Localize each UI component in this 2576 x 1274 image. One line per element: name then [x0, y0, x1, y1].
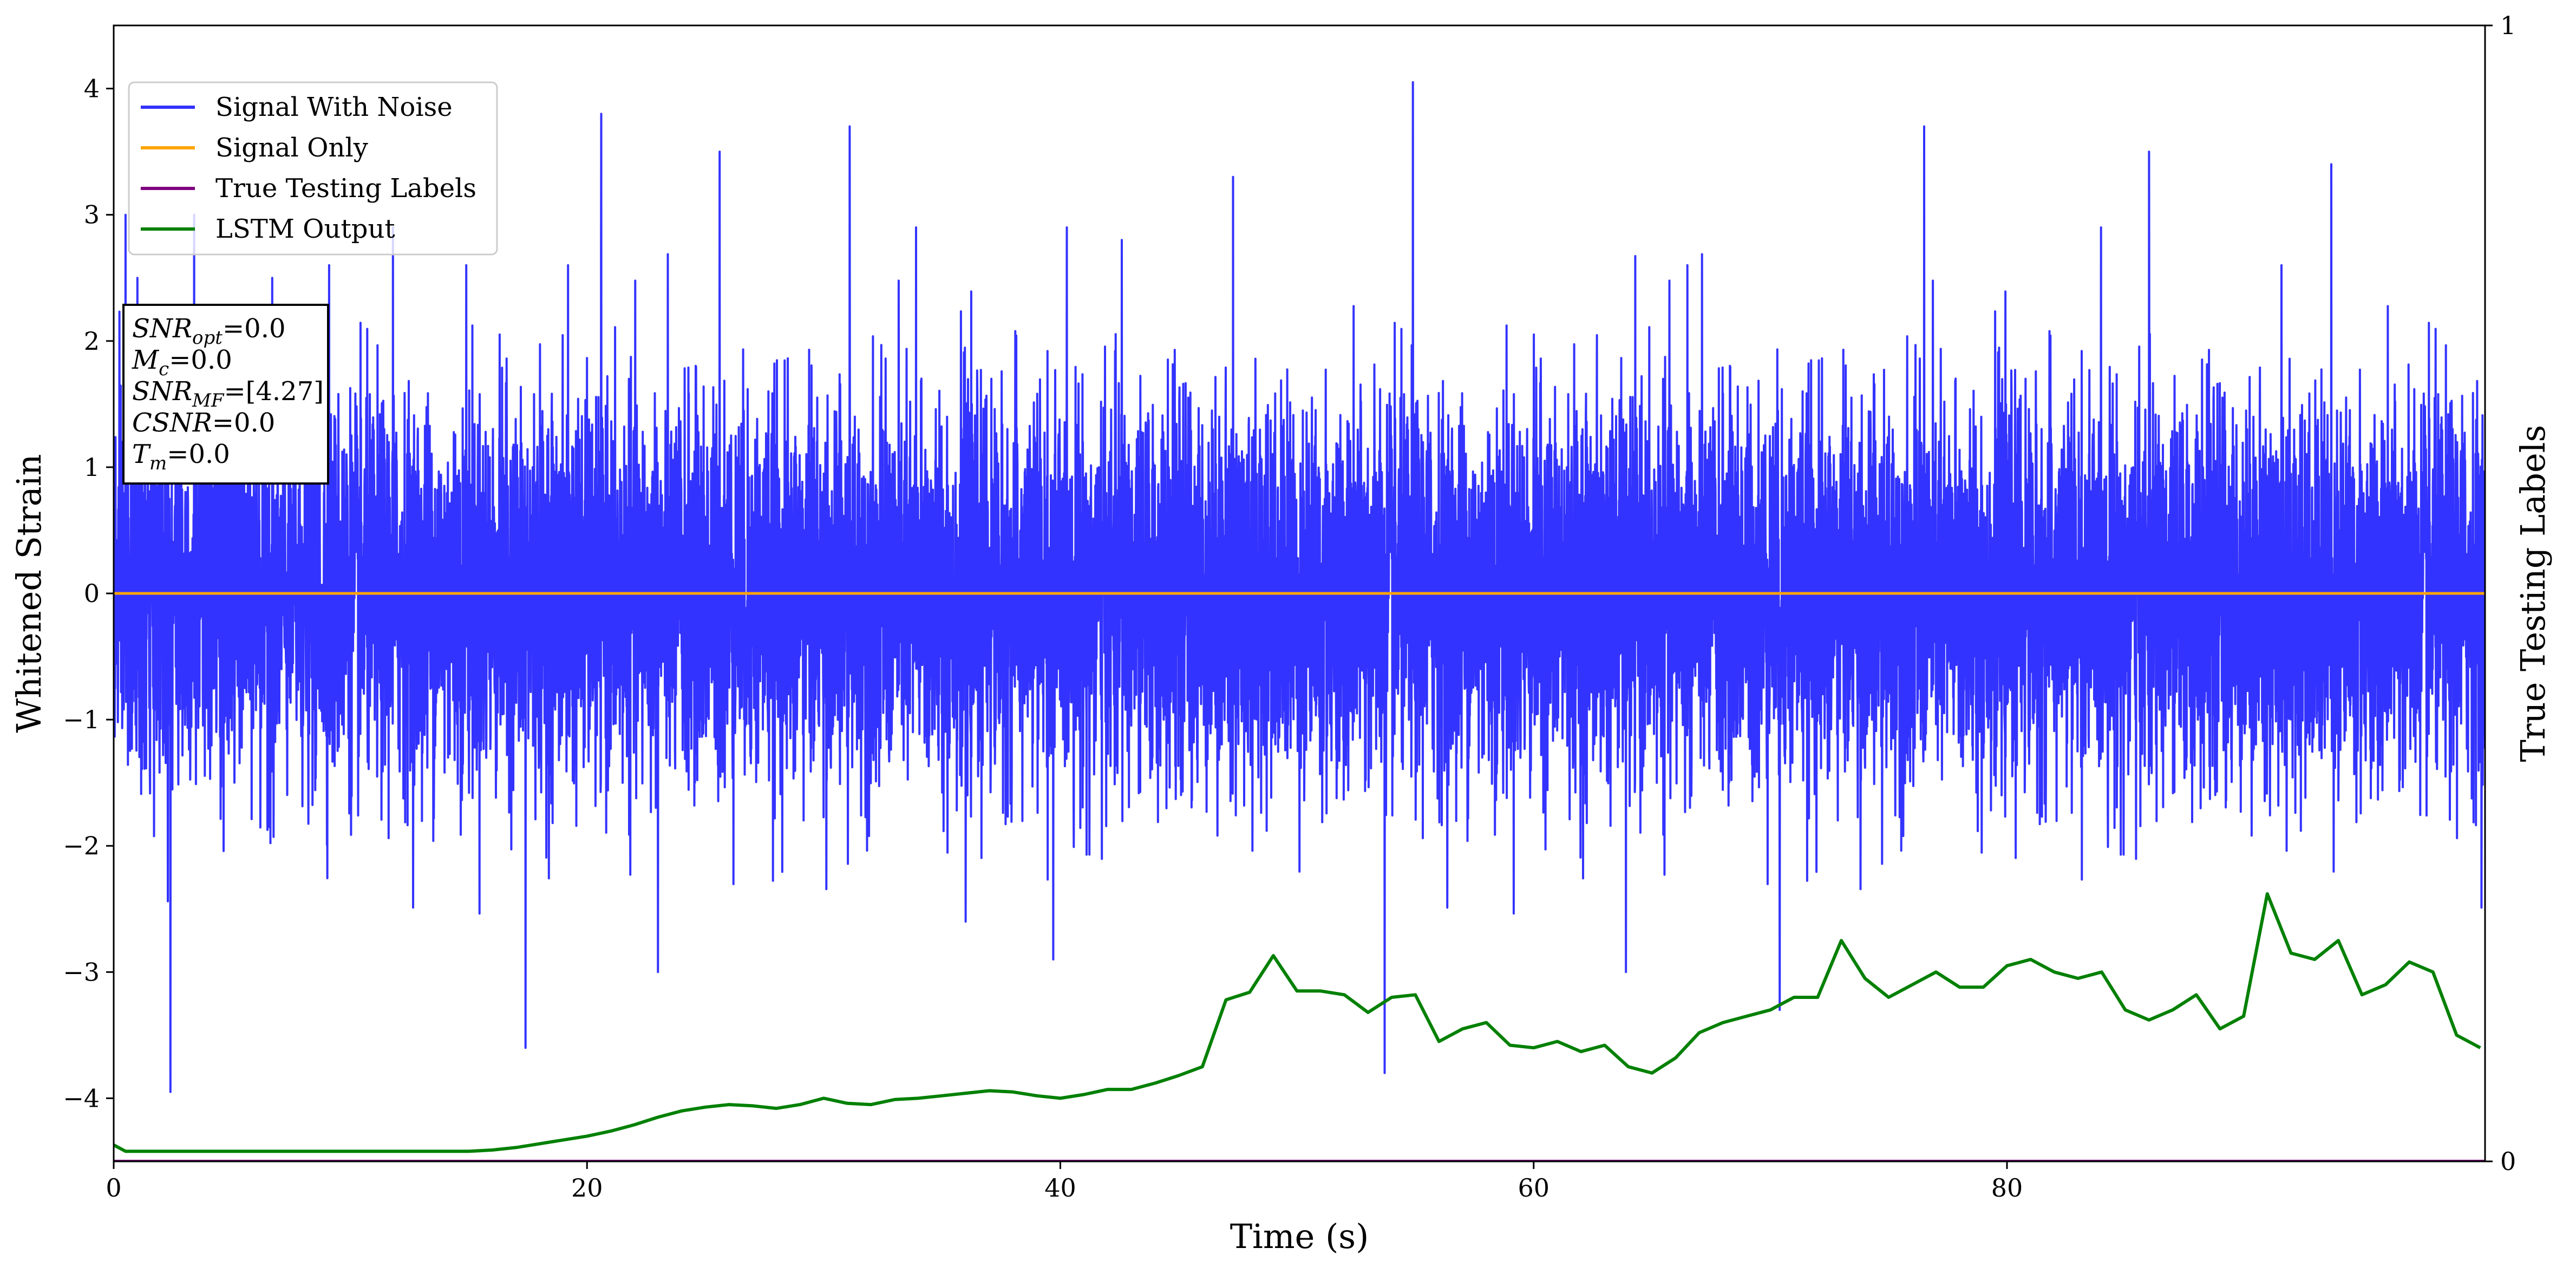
series-layer	[114, 81, 2485, 1161]
x-axis-title: Time (s)	[1230, 1217, 1369, 1256]
info-line: Mc=0.0	[132, 345, 232, 380]
y-tick-label: −1	[63, 705, 100, 734]
y2-tick-label: 0	[2500, 1147, 2516, 1176]
y2-axis-title: True Testing Labels	[2513, 425, 2553, 762]
y-tick-label: 2	[84, 326, 100, 356]
y-tick-label: −2	[63, 831, 100, 860]
info-var: T	[132, 439, 151, 469]
info-value: =[4.27]	[224, 376, 324, 407]
info-subscript: m	[149, 453, 167, 474]
info-var: SNR	[132, 376, 192, 407]
snr-info-box: SNRopt=0.0Mc=0.0SNRMF=[4.27]CSNR=0.0Tm=0…	[122, 304, 329, 485]
info-value: =0.0	[169, 345, 232, 375]
x-tick-label: 20	[571, 1173, 603, 1203]
legend-label: LSTM Output	[215, 214, 395, 244]
legend: Signal With Noise Signal Only True Testing…	[128, 81, 498, 256]
y-tick-label: 4	[84, 74, 100, 103]
y-tick-label: −4	[63, 1083, 100, 1113]
info-var: CSNR	[132, 408, 212, 438]
y-tick-label: 0	[84, 579, 100, 608]
info-var: M	[132, 345, 160, 375]
info-value: =0.0	[212, 408, 276, 438]
y-axis-title: Whitened Strain	[9, 454, 49, 733]
info-subscript: c	[159, 358, 169, 380]
x-tick-label: 60	[1518, 1173, 1549, 1203]
legend-box	[128, 81, 498, 256]
info-line: Tm=0.0	[132, 439, 230, 474]
y-tick-label: 1	[84, 453, 100, 482]
legend-label: Signal With Noise	[215, 92, 453, 122]
x-tick-label: 0	[106, 1173, 121, 1203]
info-line: CSNR=0.0	[132, 408, 275, 438]
y-tick-label: −3	[63, 957, 100, 986]
info-box-frame	[122, 304, 329, 485]
info-subscript: opt	[192, 327, 223, 349]
info-value: =0.0	[223, 313, 286, 344]
y-tick-label: 3	[84, 200, 100, 230]
info-value: =0.0	[167, 439, 230, 469]
x-tick-label: 40	[1044, 1173, 1076, 1203]
legend-label: True Testing Labels	[215, 173, 476, 204]
y2-tick-label: 1	[2500, 11, 2516, 40]
info-subscript: MF	[192, 390, 225, 411]
series-signal-with-noise	[114, 81, 2485, 1093]
info-line: SNRMF=[4.27]	[132, 376, 324, 411]
series-lstm-output	[114, 892, 2481, 1153]
info-var: SNR	[132, 313, 192, 344]
x-tick-label: 80	[1991, 1173, 2023, 1203]
info-line: SNRopt=0.0	[132, 313, 286, 349]
legend-label: Signal Only	[215, 133, 368, 163]
